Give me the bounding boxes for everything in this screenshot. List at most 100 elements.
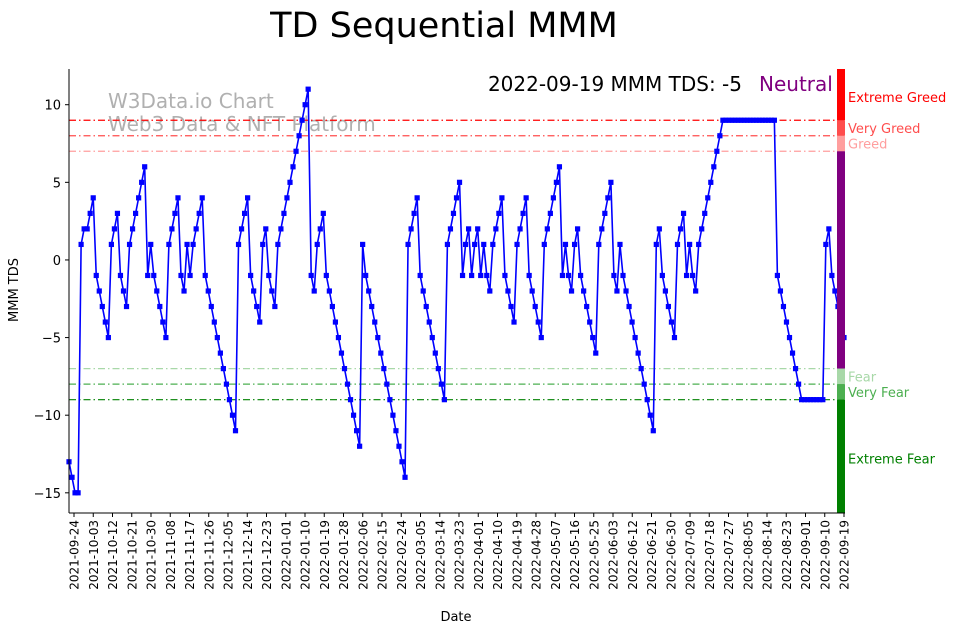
data-point <box>232 428 239 434</box>
x-axis-label: Date <box>440 610 471 625</box>
data-point <box>426 319 432 325</box>
x-tick-label: 2022-06-21 <box>645 520 659 590</box>
data-point <box>196 210 202 216</box>
data-point <box>499 195 505 201</box>
zone-bar-segment-5 <box>837 384 845 400</box>
x-tick-label: 2021-12-23 <box>260 520 274 590</box>
zone-bar-segment-0 <box>837 69 845 121</box>
data-point <box>326 288 332 294</box>
data-point <box>190 241 196 248</box>
data-point <box>765 117 771 123</box>
data-point <box>93 272 99 279</box>
data-point <box>538 334 544 341</box>
data-point <box>623 288 629 294</box>
y-tick-label: −10 <box>34 409 61 424</box>
data-point <box>641 381 647 387</box>
data-point <box>99 303 105 310</box>
data-point <box>447 226 454 232</box>
data-point <box>805 397 811 403</box>
data-point <box>269 288 275 294</box>
data-point <box>338 350 345 356</box>
x-tick-label: 2021-11-08 <box>164 520 178 590</box>
data-point <box>596 241 602 248</box>
y-tick-label: −5 <box>42 332 61 347</box>
watermark: W3Data.io Chart Web3 Data & NFT Platform <box>108 89 376 136</box>
x-tick-label: 2022-01-28 <box>337 520 351 590</box>
data-point <box>238 226 245 232</box>
data-point <box>360 241 366 248</box>
x-tick-label: 2022-08-23 <box>780 520 794 590</box>
data-point <box>202 272 208 279</box>
data-point <box>508 303 514 310</box>
data-point <box>363 272 369 279</box>
data-point <box>702 210 708 216</box>
zone-bar-segment-3 <box>837 151 845 369</box>
data-point <box>466 226 472 232</box>
data-point <box>245 195 251 201</box>
x-tick-label: 2022-06-30 <box>664 520 678 590</box>
data-point <box>756 117 762 123</box>
axes: 10 5 0 −5 −10 −15 2021-09-24 2021-10-03 2021-10-… <box>34 69 852 590</box>
x-tick-label: 2022-06-12 <box>626 520 640 590</box>
x-tick-label: 2021-12-14 <box>241 520 255 590</box>
data-point <box>505 288 511 294</box>
data-point <box>665 303 672 310</box>
x-tick-label: 2022-05-07 <box>549 520 563 590</box>
data-point <box>293 148 299 154</box>
data-point <box>384 381 390 387</box>
x-tick-label: 2022-07-27 <box>722 520 736 590</box>
data-point <box>133 210 139 216</box>
data-point <box>620 272 626 279</box>
zone-label: Greed <box>848 138 887 153</box>
data-point <box>151 272 157 279</box>
data-point <box>771 117 777 123</box>
zone-bar-segment-2 <box>837 135 845 152</box>
x-tick-label: 2021-11-26 <box>202 520 216 590</box>
data-point <box>544 226 550 232</box>
data-point <box>547 210 553 216</box>
data-point <box>157 303 163 310</box>
data-point <box>726 117 732 123</box>
data-point <box>717 133 723 139</box>
data-point <box>453 195 460 201</box>
data-point <box>199 195 205 201</box>
data-point <box>605 195 611 201</box>
data-point <box>602 210 608 216</box>
x-tick-label: 2022-03-14 <box>433 520 447 590</box>
data-point <box>593 350 599 356</box>
plot-area <box>66 86 847 496</box>
data-point <box>747 117 753 123</box>
data-point <box>420 288 426 294</box>
data-point <box>656 226 662 232</box>
data-point <box>550 195 556 201</box>
y-tick-label: −15 <box>34 487 61 502</box>
data-point <box>251 288 257 294</box>
data-point <box>87 210 93 216</box>
data-point <box>263 226 269 232</box>
data-point <box>393 428 399 434</box>
data-point <box>408 226 414 232</box>
data-point <box>272 303 278 310</box>
data-point <box>662 288 668 294</box>
data-point <box>608 179 614 185</box>
data-point <box>114 210 121 216</box>
data-point <box>768 117 774 123</box>
data-point <box>75 490 81 496</box>
data-point <box>375 334 381 341</box>
data-point <box>481 241 487 248</box>
data-point <box>696 241 702 248</box>
chart-title: TD Sequential MMM <box>269 6 618 46</box>
data-point <box>84 226 90 232</box>
data-point <box>541 241 547 248</box>
data-point <box>266 272 272 279</box>
data-point <box>487 288 493 294</box>
data-point <box>674 241 681 248</box>
data-point <box>699 226 705 232</box>
data-point <box>653 241 659 248</box>
x-tick-label: 2022-02-06 <box>356 520 370 590</box>
y-tick-label: 10 <box>44 99 61 114</box>
data-point <box>281 210 287 216</box>
data-point <box>829 272 835 279</box>
data-point <box>441 397 447 403</box>
